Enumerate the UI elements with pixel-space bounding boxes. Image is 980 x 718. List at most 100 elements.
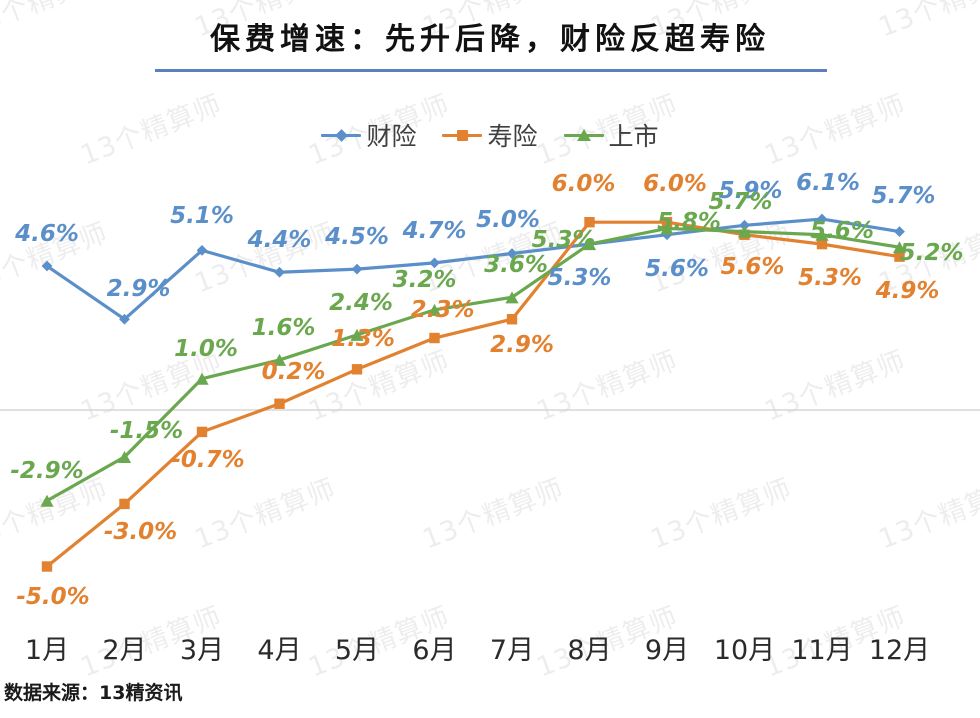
- data-point-marker[interactable]: [816, 238, 828, 250]
- data-label: 5.1%: [170, 203, 234, 230]
- legend-line-swatch: [321, 128, 362, 142]
- data-label: 5.8%: [657, 209, 721, 236]
- data-label: 4.9%: [875, 277, 940, 304]
- series-line: [45, 220, 902, 569]
- data-point-marker[interactable]: [351, 263, 363, 275]
- x-axis-tick-label: 2月: [102, 635, 147, 666]
- data-point-marker[interactable]: [582, 238, 597, 251]
- data-label: 3.6%: [484, 252, 548, 279]
- data-point-marker[interactable]: [894, 226, 905, 237]
- legend-item-label: 上市: [608, 122, 659, 151]
- data-point-marker[interactable]: [195, 372, 209, 385]
- data-label: 3.2%: [392, 266, 457, 293]
- data-label: 4.5%: [325, 224, 389, 251]
- data-point-marker[interactable]: [506, 248, 518, 259]
- legend-item-寿险[interactable]: 寿险: [442, 117, 538, 153]
- data-label: 5.0%: [476, 206, 540, 233]
- data-point-marker[interactable]: [815, 228, 829, 241]
- data-label: -1.5%: [109, 417, 184, 444]
- data-point-marker[interactable]: [274, 266, 285, 278]
- data-point-marker[interactable]: [119, 498, 130, 510]
- data-point-marker[interactable]: [816, 213, 828, 225]
- data-point-marker[interactable]: [427, 303, 442, 316]
- data-label: 5.6%: [810, 217, 874, 244]
- data-point-marker[interactable]: [429, 257, 440, 269]
- data-label: -5.0%: [16, 583, 90, 610]
- data-label: 4.4%: [247, 227, 312, 254]
- x-axis: 1月 2月 3月 4月 5月 6月 7月 8月 9月 10月 11月 12月: [0, 628, 980, 668]
- data-point-marker[interactable]: [196, 426, 208, 438]
- data-point-marker[interactable]: [894, 251, 905, 262]
- data-label: 0.2%: [261, 358, 326, 385]
- diamond-marker-icon: [335, 128, 348, 142]
- data-label: 2.9%: [490, 332, 554, 359]
- data-point-marker[interactable]: [41, 260, 53, 272]
- data-point-marker[interactable]: [584, 217, 595, 228]
- legend-line-swatch: [563, 129, 604, 141]
- data-point-marker[interactable]: [737, 225, 752, 238]
- series-line: [45, 217, 902, 321]
- data-label: 5.3%: [531, 227, 596, 254]
- x-axis-tick-label: 10月: [713, 635, 776, 666]
- x-axis-tick-label: 11月: [791, 635, 853, 666]
- data-label: 5.7%: [871, 182, 936, 209]
- data-point-marker[interactable]: [739, 219, 750, 231]
- data-label: -2.9%: [10, 457, 84, 484]
- legend-item-财险[interactable]: 财险: [321, 117, 416, 153]
- data-point-marker[interactable]: [429, 332, 440, 344]
- data-point-marker[interactable]: [350, 328, 364, 341]
- chart-title-container: 保费增速：先升后降，财险反超寿险: [0, 14, 980, 58]
- data-point-marker[interactable]: [351, 364, 363, 375]
- x-axis-tick-label: 8月: [567, 635, 612, 666]
- data-point-marker[interactable]: [274, 398, 285, 409]
- data-label: 5.3%: [547, 265, 612, 292]
- legend-line-swatch: [442, 129, 483, 141]
- legend-item-label: 财险: [366, 122, 417, 151]
- data-label: -0.7%: [171, 446, 245, 473]
- data-label: -3.0%: [103, 518, 178, 545]
- data-label: 6.0%: [551, 171, 616, 198]
- data-label: 1.0%: [174, 335, 238, 362]
- data-label: 5.2%: [899, 240, 964, 267]
- data-label: 2.9%: [106, 276, 171, 303]
- data-point-marker[interactable]: [119, 313, 130, 325]
- chart-legend: 财险 寿险 上市: [0, 117, 980, 153]
- data-label: 5.6%: [720, 253, 785, 280]
- x-axis-tick-label: 7月: [489, 635, 535, 666]
- data-label: 4.7%: [402, 217, 467, 244]
- series-line: [45, 226, 902, 503]
- data-point-marker[interactable]: [272, 353, 287, 366]
- data-point-marker[interactable]: [892, 241, 907, 254]
- triangle-marker-icon: [576, 129, 591, 141]
- legend-item-上市[interactable]: 上市: [563, 117, 659, 153]
- data-point-marker[interactable]: [506, 314, 518, 325]
- data-point-marker[interactable]: [660, 222, 674, 235]
- page-title: 保费增速：先升后降，财险反超寿险: [210, 22, 770, 57]
- data-label: 5.6%: [645, 255, 709, 282]
- data-point-marker[interactable]: [505, 291, 519, 304]
- data-label: 2.3%: [410, 297, 475, 323]
- x-axis-tick-label: 4月: [257, 635, 302, 666]
- source-note: 数据来源：13精资讯: [4, 682, 183, 704]
- data-label: 5.9%: [718, 178, 783, 205]
- data-point-marker[interactable]: [41, 561, 53, 572]
- data-point-marker[interactable]: [196, 244, 208, 256]
- data-label: 5.3%: [798, 265, 862, 292]
- data-label: 6.0%: [643, 171, 707, 198]
- data-point-marker[interactable]: [40, 494, 54, 507]
- data-label: 6.1%: [796, 170, 860, 197]
- x-axis-tick-label: 6月: [412, 635, 457, 666]
- data-label: 2.4%: [329, 289, 393, 316]
- x-axis-tick-label: 5月: [334, 635, 380, 666]
- data-label: 5.7%: [708, 188, 773, 215]
- data-point-marker[interactable]: [661, 217, 673, 228]
- legend-item-label: 寿险: [487, 122, 538, 151]
- series-上市: [40, 222, 907, 507]
- data-point-marker[interactable]: [117, 450, 132, 463]
- square-marker-icon: [456, 129, 468, 141]
- data-label: 1.3%: [331, 326, 395, 353]
- data-label: 4.6%: [15, 221, 79, 248]
- x-axis-tick-label: 3月: [179, 635, 225, 666]
